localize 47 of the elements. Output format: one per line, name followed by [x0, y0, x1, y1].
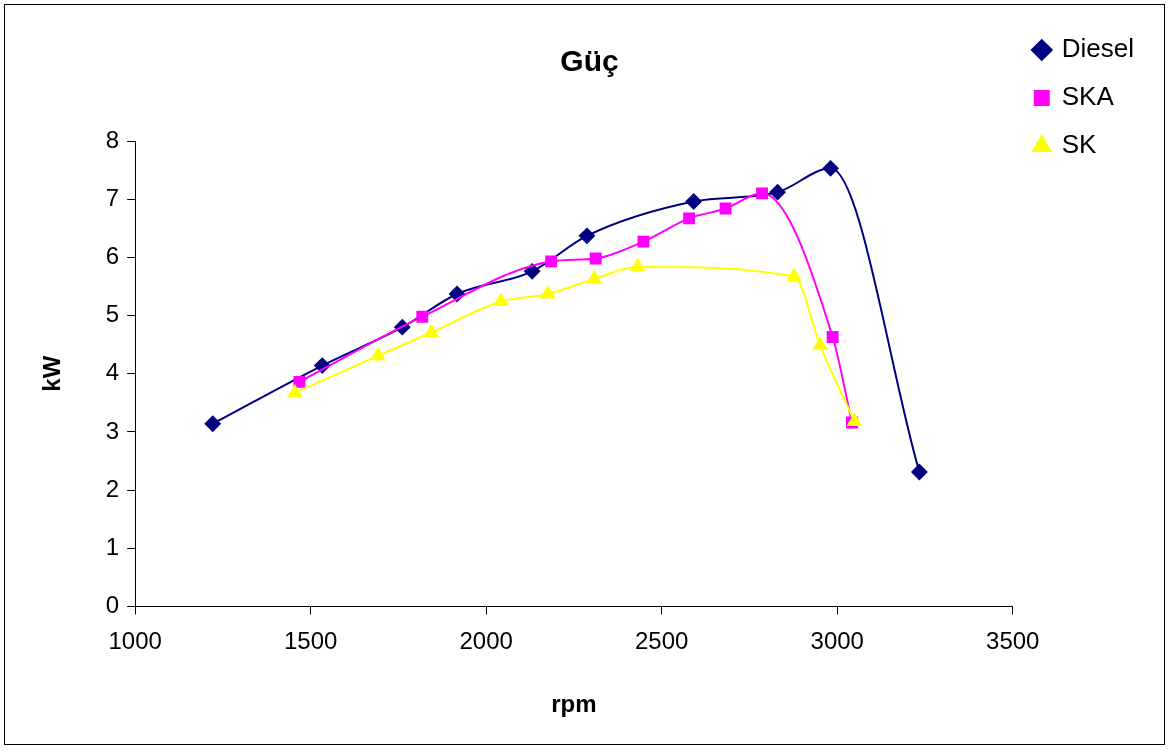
point — [685, 193, 702, 210]
point — [826, 331, 839, 343]
chart-title: Güç — [560, 44, 619, 78]
point — [822, 160, 839, 177]
point — [769, 184, 786, 201]
point — [637, 235, 650, 248]
point — [293, 375, 306, 388]
point — [371, 347, 386, 361]
point — [786, 268, 802, 282]
point — [812, 337, 828, 350]
y-tick-label: 6 — [105, 241, 120, 269]
point — [424, 324, 439, 337]
point — [911, 464, 928, 481]
legend-label: SKA — [1061, 81, 1115, 112]
point — [756, 187, 769, 200]
x-tick-label: 3500 — [986, 627, 1040, 655]
y-tick-label: 8 — [105, 125, 120, 153]
y-tick-label: 4 — [105, 358, 120, 386]
point — [719, 202, 732, 215]
x-axis-title: rpm — [551, 690, 597, 718]
point — [493, 293, 508, 307]
y-tick-label: 7 — [105, 183, 120, 211]
point — [587, 270, 602, 284]
point — [416, 310, 429, 323]
point — [287, 384, 302, 398]
point — [589, 252, 602, 265]
point — [630, 258, 645, 272]
legend-label: Diesel — [1061, 33, 1134, 64]
legend-label: SK — [1061, 129, 1098, 160]
y-tick-label: 1 — [105, 532, 120, 560]
point — [540, 286, 555, 299]
y-tick-label: 5 — [105, 300, 120, 328]
y-tick-label: 2 — [105, 474, 120, 502]
point — [683, 212, 696, 225]
point — [524, 263, 541, 280]
y-axis-title: kW — [38, 355, 66, 392]
y-tick-label: 3 — [105, 416, 120, 444]
point — [847, 413, 862, 426]
x-tick-label: 2500 — [635, 627, 689, 655]
x-tick-label: 1000 — [108, 627, 162, 655]
point — [545, 255, 558, 268]
x-tick-label: 1500 — [283, 627, 338, 655]
point — [578, 227, 595, 244]
x-tick-label: 3000 — [810, 627, 864, 655]
x-tick-label: 2000 — [459, 627, 513, 655]
y-tick-label: 0 — [105, 591, 120, 619]
point — [204, 415, 221, 432]
